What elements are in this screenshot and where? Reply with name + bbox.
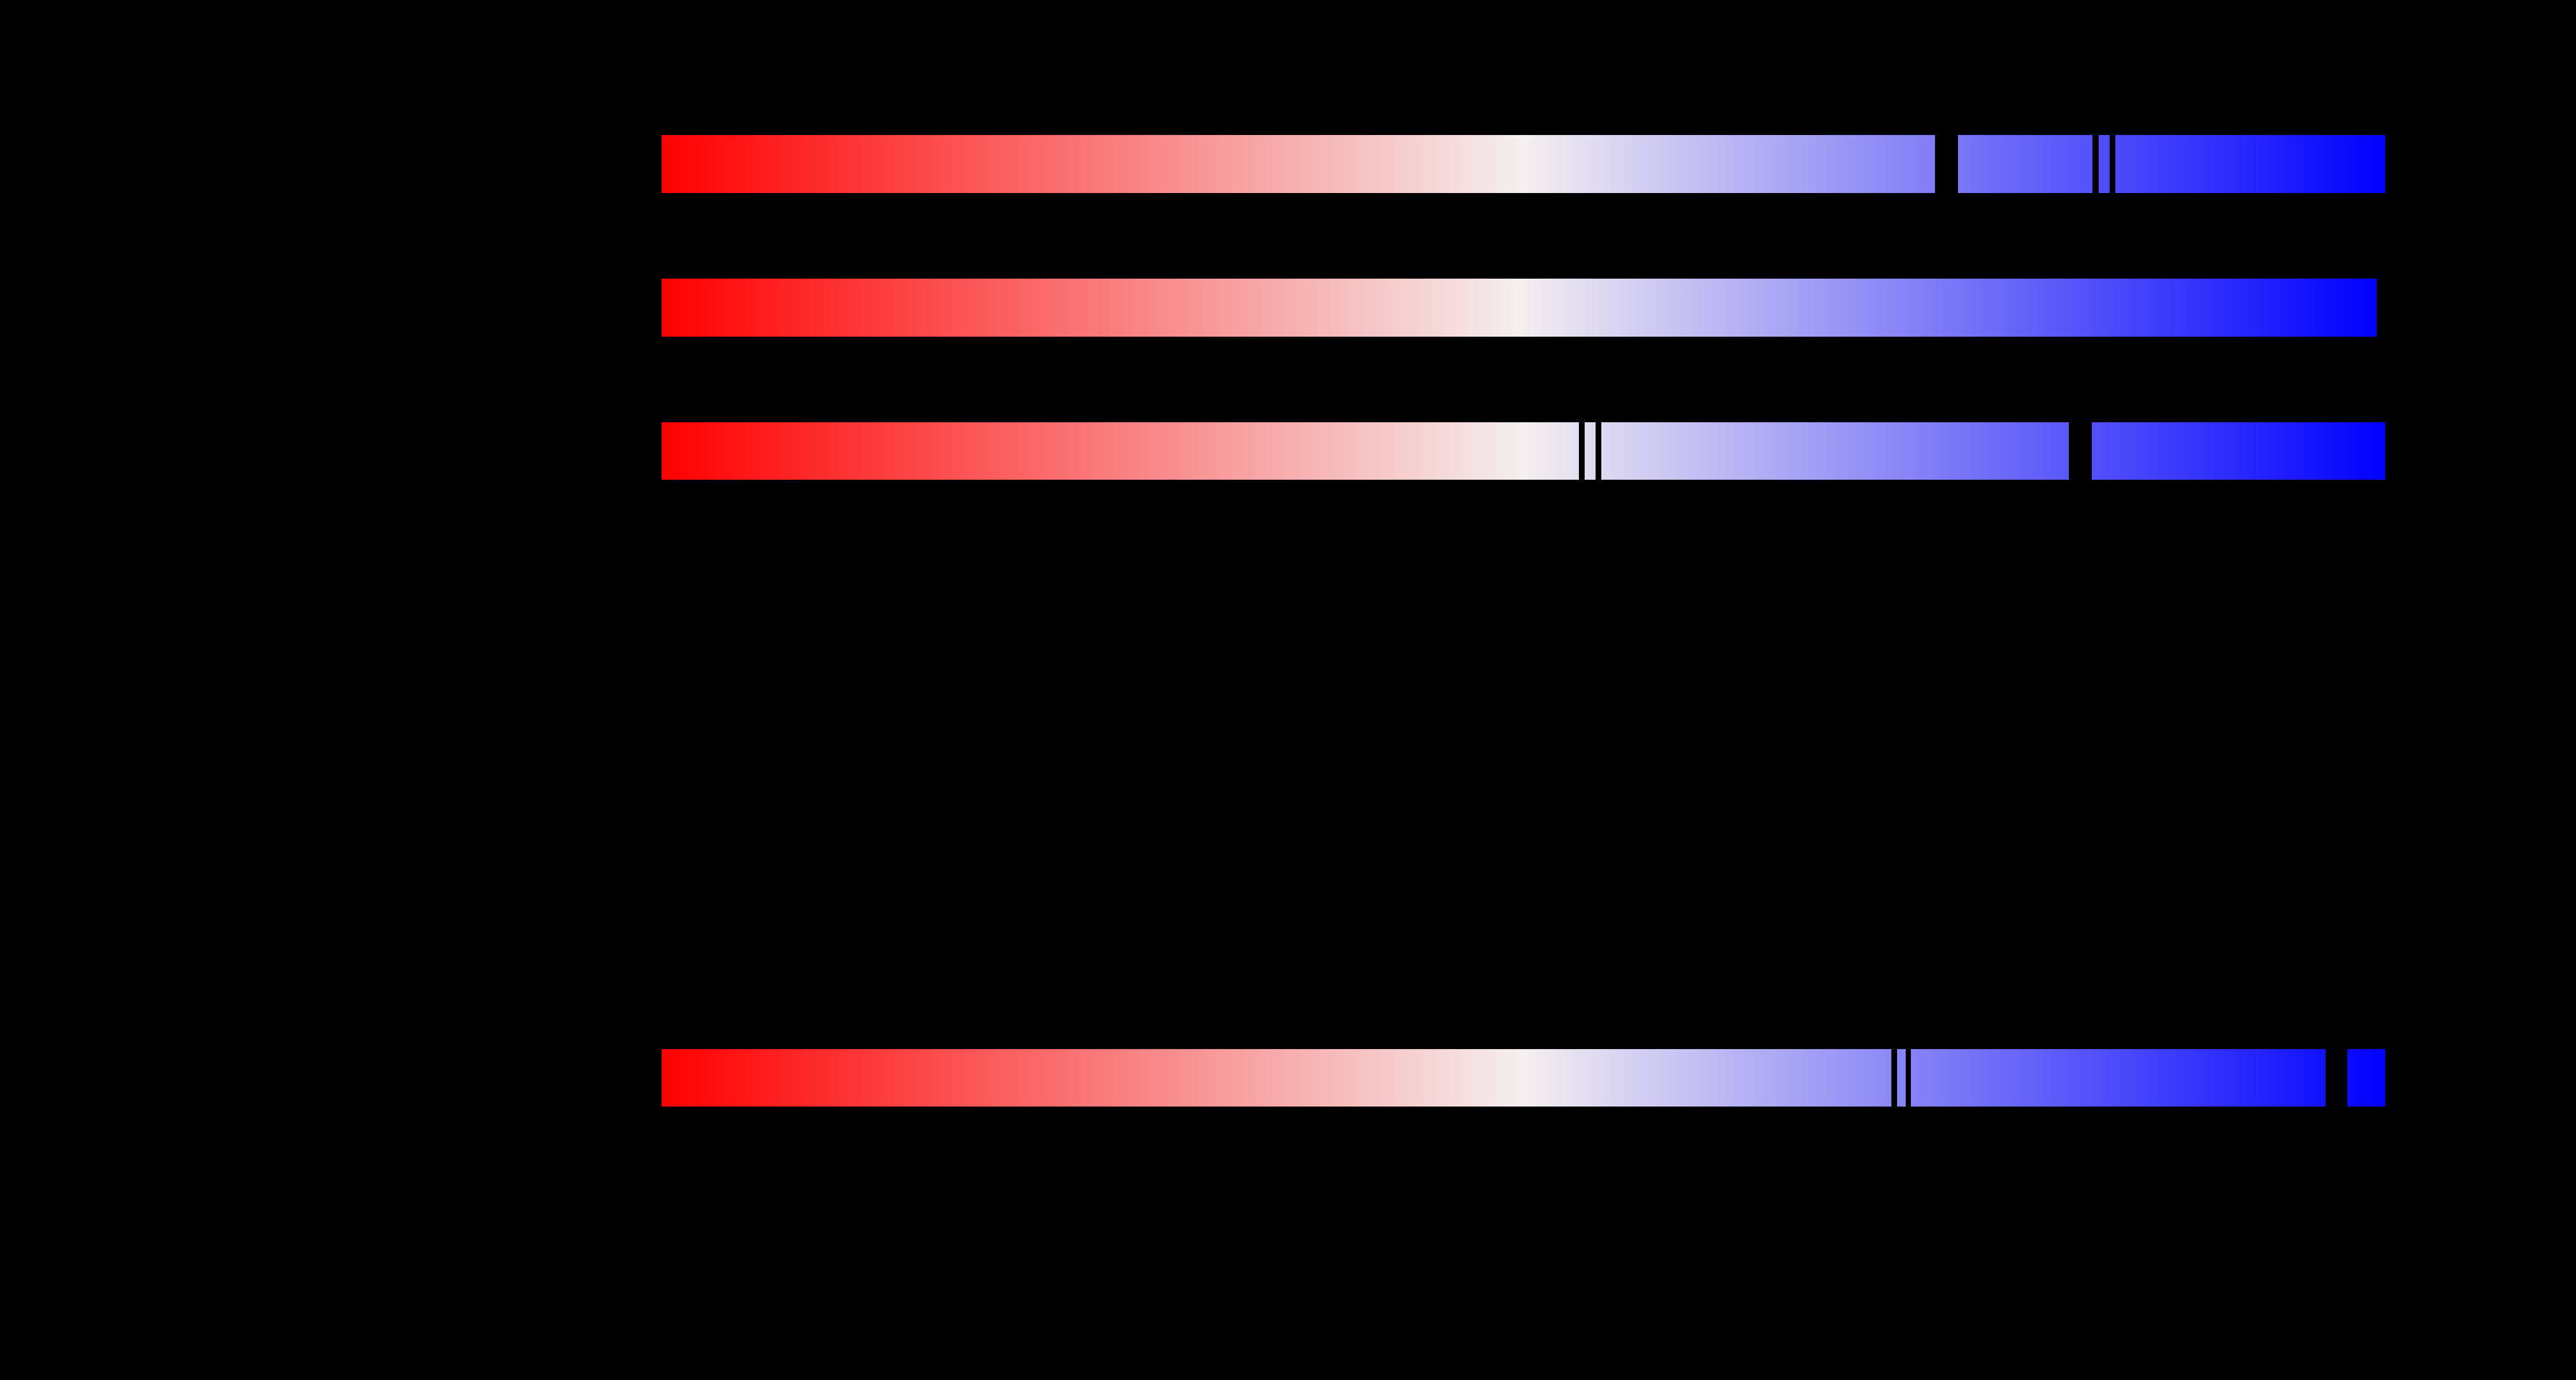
tick-mark — [1596, 422, 1601, 480]
gap-mark — [2326, 1049, 2347, 1107]
tick-mark — [1579, 422, 1585, 480]
gradient-bar-4 — [662, 1049, 2385, 1107]
tick-mark — [2092, 135, 2099, 193]
gradient-bar-3 — [662, 422, 2385, 480]
tick-mark — [1906, 1049, 1911, 1107]
gap-mark — [1935, 135, 1958, 193]
gradient-bar-1 — [662, 135, 2385, 193]
gradient-bar-2 — [662, 279, 2377, 337]
tick-mark — [2110, 135, 2115, 193]
gap-mark — [2069, 422, 2092, 480]
tick-mark — [1891, 1049, 1897, 1107]
